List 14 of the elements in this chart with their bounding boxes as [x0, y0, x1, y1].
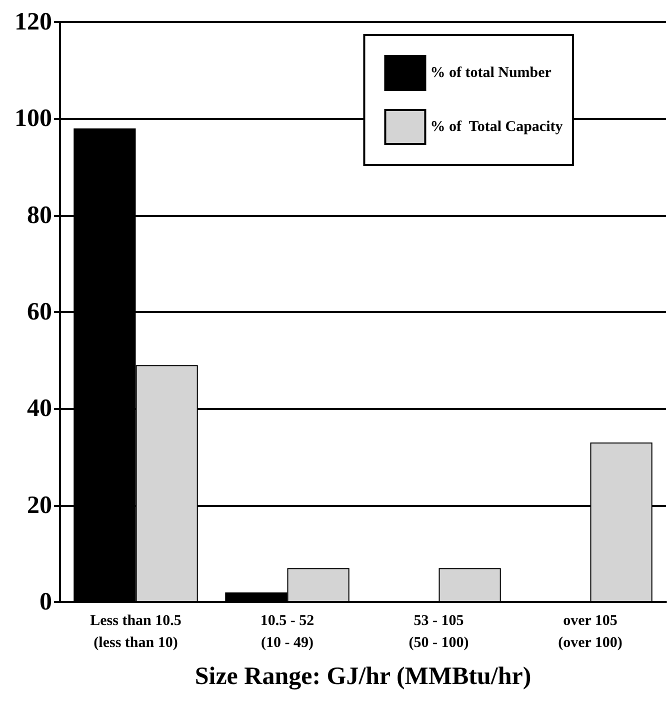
y-tick-label: 100 [14, 105, 52, 132]
x-tick-label: Less than 10.5 (less than 10) [90, 613, 182, 651]
y-tick-label: 0 [40, 588, 52, 616]
y-tick-label: 120 [14, 8, 52, 36]
legend-label: % of Total Capacity [430, 119, 564, 135]
x-tick-label: 10.5 - 52 (10 - 49) [260, 613, 314, 651]
y-tick-label: 40 [27, 395, 52, 422]
y-tick-label: 80 [27, 202, 52, 229]
x-tick-label: 53 - 105 (50 - 100) [408, 613, 469, 651]
y-tick-label: 60 [27, 298, 52, 326]
x-tick-label: over 105 (over 100) [558, 613, 622, 651]
legend-label: % of total Number [430, 65, 552, 81]
x-axis-title: Size Range: GJ/hr (MMBtu/hr) [194, 663, 532, 690]
y-tick-label: 20 [27, 492, 52, 519]
